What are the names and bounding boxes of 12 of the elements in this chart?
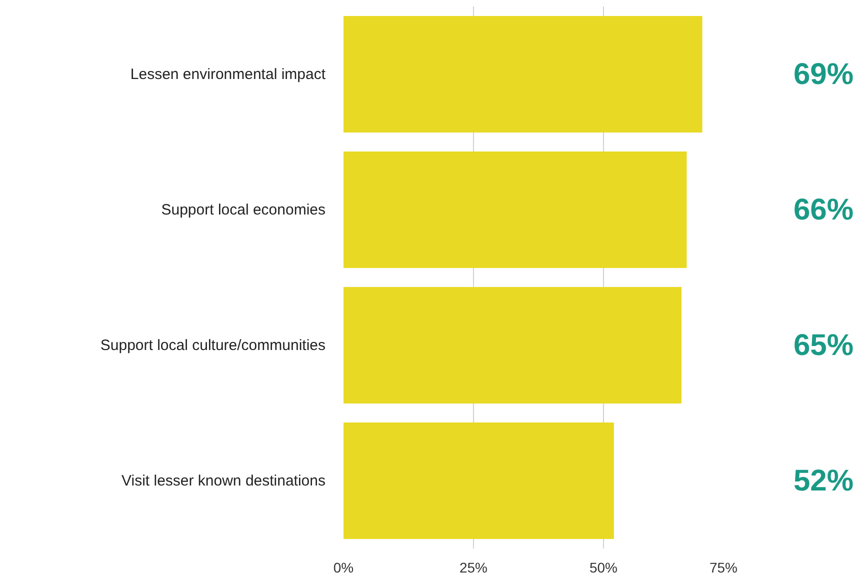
y-tick-label: Visit lesser known destinations — [122, 472, 326, 490]
y-tick-label: Lessen environmental impact — [130, 66, 326, 83]
data-label: 66% — [793, 193, 854, 226]
x-tick-label: 75% — [709, 560, 738, 576]
x-tick-label: 0% — [333, 560, 354, 576]
x-tick-label: 25% — [459, 560, 488, 576]
y-tick-label: Support local culture/communities — [100, 336, 326, 354]
data-label: 65% — [793, 328, 854, 362]
data-label: 69% — [793, 58, 854, 91]
data-label: 52% — [793, 464, 854, 498]
y-tick-label: Support local economies — [161, 201, 326, 218]
x-tick-label: 50% — [589, 560, 618, 576]
